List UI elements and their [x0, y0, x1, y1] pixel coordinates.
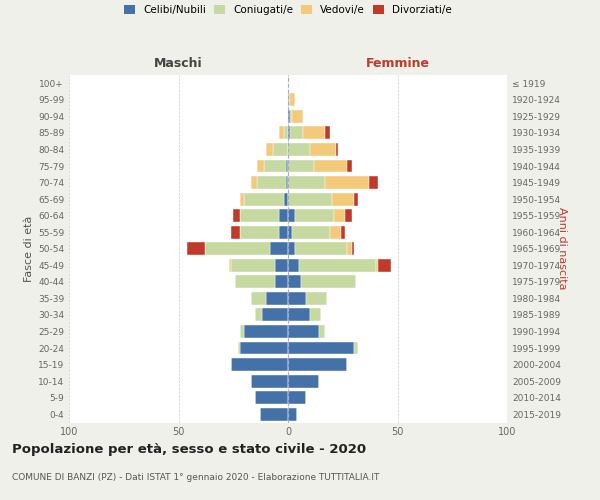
- Bar: [288, 342, 354, 354]
- Bar: [240, 342, 288, 354]
- Bar: [286, 160, 288, 172]
- Bar: [284, 126, 288, 140]
- Bar: [288, 110, 290, 123]
- Text: Femmine: Femmine: [365, 57, 430, 70]
- Bar: [292, 110, 304, 123]
- Bar: [240, 192, 244, 205]
- Bar: [310, 143, 336, 156]
- Bar: [288, 292, 305, 305]
- Bar: [336, 143, 338, 156]
- Bar: [341, 226, 345, 238]
- Bar: [229, 259, 231, 272]
- Bar: [288, 94, 290, 106]
- Bar: [262, 308, 288, 322]
- Bar: [288, 259, 299, 272]
- Bar: [205, 242, 271, 255]
- Bar: [288, 143, 310, 156]
- Bar: [235, 276, 275, 288]
- Bar: [295, 209, 334, 222]
- Bar: [279, 126, 284, 140]
- Bar: [240, 209, 279, 222]
- Bar: [292, 226, 329, 238]
- Bar: [314, 160, 347, 172]
- Bar: [334, 209, 345, 222]
- Bar: [187, 242, 205, 255]
- Bar: [319, 325, 325, 338]
- Bar: [288, 358, 347, 371]
- Bar: [288, 391, 305, 404]
- Bar: [288, 276, 301, 288]
- Bar: [244, 192, 284, 205]
- Bar: [251, 292, 266, 305]
- Bar: [266, 292, 288, 305]
- Bar: [325, 126, 329, 140]
- Bar: [345, 209, 352, 222]
- Bar: [290, 94, 295, 106]
- Bar: [310, 308, 321, 322]
- Bar: [275, 276, 288, 288]
- Bar: [288, 308, 310, 322]
- Bar: [304, 126, 325, 140]
- Bar: [231, 259, 275, 272]
- Bar: [284, 192, 288, 205]
- Bar: [275, 259, 288, 272]
- Bar: [255, 308, 262, 322]
- Bar: [352, 242, 354, 255]
- Bar: [233, 209, 240, 222]
- Bar: [290, 126, 304, 140]
- Bar: [288, 226, 292, 238]
- Bar: [240, 325, 244, 338]
- Bar: [288, 160, 314, 172]
- Bar: [231, 358, 288, 371]
- Bar: [257, 160, 264, 172]
- Bar: [354, 192, 358, 205]
- Bar: [288, 126, 290, 140]
- Bar: [329, 226, 341, 238]
- Bar: [295, 242, 347, 255]
- Bar: [288, 325, 319, 338]
- Text: Maschi: Maschi: [154, 57, 203, 70]
- Legend: Celibi/Nubili, Coniugati/e, Vedovi/e, Divorziati/e: Celibi/Nubili, Coniugati/e, Vedovi/e, Di…: [124, 5, 452, 15]
- Bar: [264, 160, 286, 172]
- Bar: [290, 110, 292, 123]
- Bar: [378, 259, 391, 272]
- Bar: [288, 176, 325, 189]
- Bar: [301, 276, 356, 288]
- Y-axis label: Fasce di età: Fasce di età: [24, 216, 34, 282]
- Bar: [251, 176, 257, 189]
- Bar: [231, 226, 240, 238]
- Bar: [255, 391, 288, 404]
- Bar: [288, 374, 319, 388]
- Bar: [288, 242, 295, 255]
- Bar: [369, 176, 378, 189]
- Bar: [240, 226, 279, 238]
- Bar: [286, 176, 288, 189]
- Bar: [288, 408, 297, 420]
- Y-axis label: Anni di nascita: Anni di nascita: [557, 208, 566, 290]
- Text: Popolazione per età, sesso e stato civile - 2020: Popolazione per età, sesso e stato civil…: [12, 442, 366, 456]
- Bar: [288, 209, 295, 222]
- Bar: [257, 176, 286, 189]
- Bar: [305, 292, 328, 305]
- Bar: [325, 176, 369, 189]
- Bar: [251, 374, 288, 388]
- Bar: [288, 192, 332, 205]
- Bar: [299, 259, 376, 272]
- Bar: [238, 342, 240, 354]
- Bar: [244, 325, 288, 338]
- Bar: [279, 209, 288, 222]
- Bar: [279, 226, 288, 238]
- Bar: [260, 408, 288, 420]
- Bar: [271, 242, 288, 255]
- Text: COMUNE DI BANZI (PZ) - Dati ISTAT 1° gennaio 2020 - Elaborazione TUTTITALIA.IT: COMUNE DI BANZI (PZ) - Dati ISTAT 1° gen…: [12, 472, 379, 482]
- Bar: [332, 192, 354, 205]
- Bar: [347, 160, 352, 172]
- Bar: [266, 143, 272, 156]
- Bar: [376, 259, 378, 272]
- Bar: [347, 242, 352, 255]
- Bar: [272, 143, 288, 156]
- Bar: [354, 342, 358, 354]
